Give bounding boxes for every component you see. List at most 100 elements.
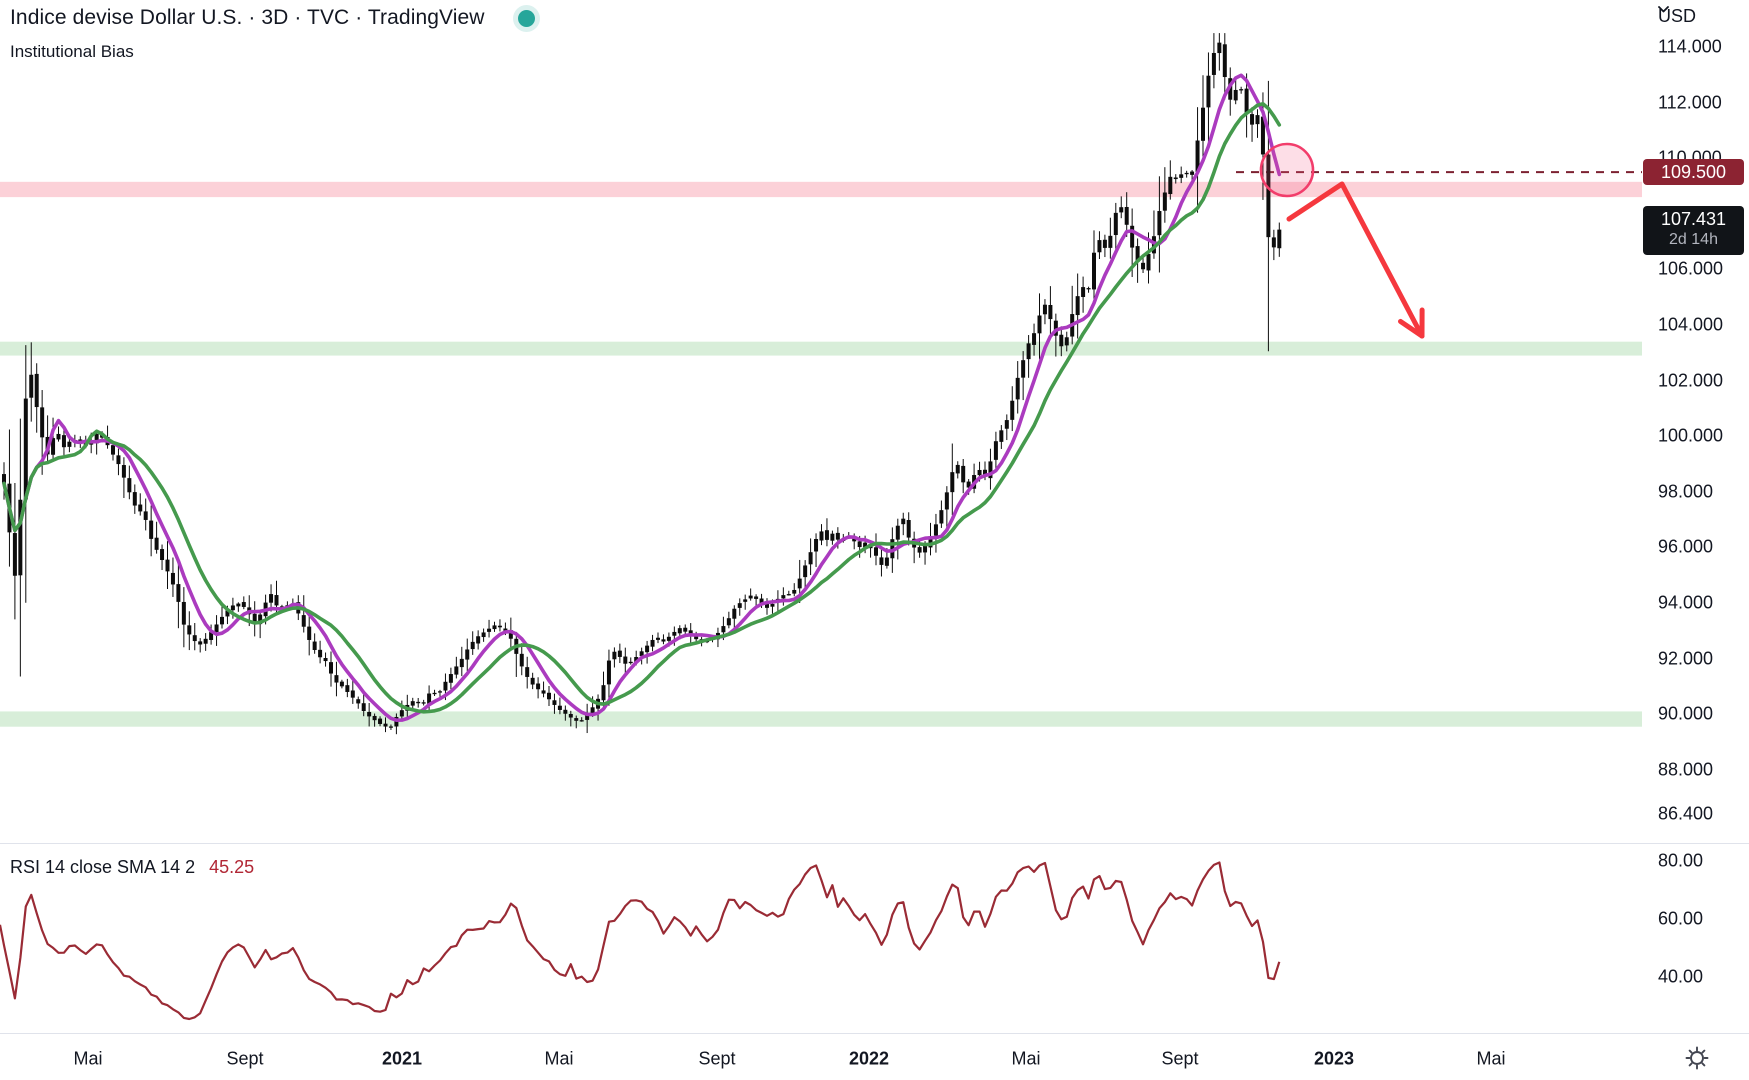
- candle-body: [683, 627, 688, 632]
- drawing-annotations[interactable]: [1259, 142, 1425, 339]
- candle-body: [1211, 52, 1216, 75]
- candle-body: [661, 639, 666, 642]
- candle-body: [792, 589, 797, 594]
- candle-body: [361, 703, 366, 712]
- candle-body: [1086, 288, 1091, 290]
- candle-body: [443, 681, 448, 691]
- time-axis-label: Mai: [1011, 1048, 1041, 1069]
- candle-body: [1233, 89, 1238, 101]
- ma-slow-line: [2, 102, 1282, 714]
- rsi-line: [0, 861, 1281, 1021]
- candle-body: [329, 662, 333, 674]
- projection-arrow-annotation[interactable]: [1286, 181, 1425, 339]
- candle-body: [999, 430, 1004, 442]
- candle-body: [1032, 333, 1037, 345]
- candle-body: [863, 542, 868, 548]
- rsi-curve: [0, 861, 1281, 1021]
- candle-body: [950, 472, 955, 493]
- candle-body: [1206, 75, 1211, 108]
- candle-body: [666, 636, 671, 641]
- candle-body: [884, 557, 889, 566]
- candle-body: [143, 511, 148, 520]
- time-axis-label: 2022: [848, 1048, 890, 1069]
- candle-body: [492, 625, 497, 630]
- candle-body: [628, 661, 633, 664]
- candle-body: [1260, 116, 1265, 155]
- price-tick-label: 96.000: [1658, 536, 1714, 557]
- candle-body: [623, 656, 628, 664]
- candle-body: [508, 630, 513, 639]
- time-axis-label: Mai: [1476, 1048, 1506, 1069]
- candle-body: [236, 603, 241, 607]
- candle-body: [1064, 337, 1069, 346]
- candle-body: [56, 433, 61, 440]
- resistance-zone: [0, 181, 1642, 198]
- candle-body: [416, 701, 421, 704]
- currency-selector[interactable]: USD: [1658, 6, 1696, 27]
- last-price-badge[interactable]: 107.431 2d 14h: [1643, 206, 1744, 255]
- candle-body: [1097, 240, 1102, 253]
- rsi-legend-value: 45.25: [209, 857, 255, 877]
- candle-body: [1081, 287, 1086, 297]
- candle-body: [1266, 154, 1271, 238]
- candle-body: [421, 702, 426, 704]
- candle-body: [454, 666, 459, 675]
- candle-body: [857, 541, 862, 548]
- candle-body: [748, 595, 753, 599]
- candle-body: [470, 641, 475, 650]
- candle-body: [220, 616, 224, 625]
- price-tick-label: 98.000: [1658, 481, 1714, 502]
- candle-body: [983, 469, 987, 477]
- market-status-dot-icon[interactable]: [518, 10, 535, 27]
- candle-body: [547, 692, 551, 700]
- symbol-title[interactable]: Indice devise Dollar U.S. · 3D · TVC · T…: [10, 6, 485, 29]
- price-tick-label: 92.000: [1658, 648, 1714, 669]
- time-axis-label: Sept: [226, 1048, 264, 1069]
- ma-slow: [2, 102, 1282, 714]
- candle-body: [170, 572, 175, 585]
- rsi-indicator-legend[interactable]: RSI 14 close SMA 14 2 45.25: [10, 857, 254, 878]
- candle-body: [895, 525, 900, 540]
- candle-body: [1092, 252, 1096, 290]
- time-axis-label: Mai: [73, 1048, 103, 1069]
- price-level-badge[interactable]: 109.500: [1643, 159, 1744, 185]
- candle-body: [1271, 237, 1276, 248]
- candle-body: [743, 599, 748, 602]
- candle-body: [1179, 174, 1184, 178]
- candle-body: [525, 667, 530, 677]
- candle-body: [356, 699, 361, 704]
- candle-body: [34, 373, 39, 408]
- candle-body: [612, 651, 617, 660]
- candle-body: [737, 603, 742, 608]
- candle-body: [40, 407, 45, 438]
- time-axis-label: Mai: [544, 1048, 574, 1069]
- candle-body: [307, 626, 312, 640]
- price-tick-label: 112.000: [1658, 92, 1722, 113]
- candle-body: [890, 539, 895, 559]
- candle-body: [966, 481, 971, 488]
- rsi-tick-label: 40.00: [1658, 966, 1704, 987]
- candle-body: [23, 398, 28, 500]
- candle-body: [12, 533, 17, 576]
- candle-body: [132, 492, 137, 506]
- candle-body: [874, 547, 878, 556]
- candle-body: [18, 499, 23, 576]
- candle-body: [252, 613, 257, 625]
- support-zone-lower: [0, 711, 1642, 727]
- highlight-circle-annotation[interactable]: [1259, 142, 1315, 198]
- candle-body: [94, 433, 99, 444]
- rsi-tick-label: 80.00: [1658, 850, 1704, 871]
- candle-body: [606, 660, 611, 685]
- indicator-subtitle: Institutional Bias: [10, 42, 134, 61]
- candle-body: [835, 532, 840, 540]
- candle-body: [1026, 343, 1031, 360]
- price-tick-label: 114.000: [1658, 36, 1722, 57]
- last-price-value: 107.431: [1660, 209, 1727, 229]
- ma-fast-line: [2, 73, 1282, 722]
- candle-body: [814, 538, 819, 552]
- candle-body: [1021, 360, 1026, 378]
- candle-body: [29, 374, 34, 398]
- candle-body: [579, 720, 584, 722]
- settings-gear-icon[interactable]: [1683, 1044, 1711, 1072]
